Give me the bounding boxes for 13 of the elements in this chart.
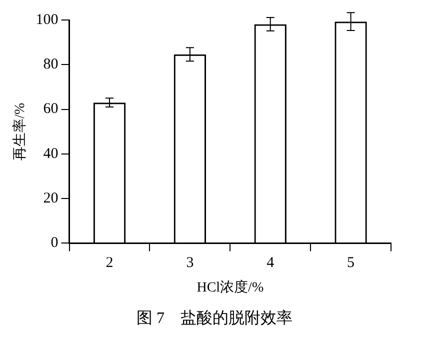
x-tick-label: 2 (106, 255, 114, 272)
y-tick-label: 100 (36, 12, 58, 28)
y-tick-label: 40 (43, 146, 58, 162)
y-tick-label: 20 (43, 190, 58, 206)
y-axis-title: 再生率/% (12, 102, 28, 160)
x-tick-label: 3 (186, 255, 194, 272)
x-tick-label: 5 (347, 255, 355, 272)
x-axis-title: HCl浓度/% (196, 279, 264, 296)
caption: 图 7 盐酸的脱附效率 (136, 308, 294, 329)
y-tick-label: 80 (43, 56, 58, 73)
y-tick-label: 60 (43, 101, 58, 118)
x-tick-label: 4 (266, 255, 275, 272)
y-tick-label: 0 (50, 235, 58, 252)
